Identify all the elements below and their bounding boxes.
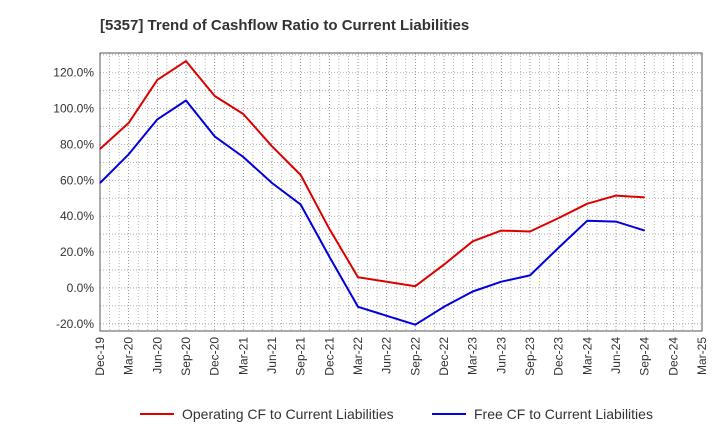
series-line-2 xyxy=(99,99,645,326)
y-tick-label: 0.0% xyxy=(67,281,95,295)
x-tick-label: Mar-20 xyxy=(122,337,136,375)
x-tick-label: Sep-24 xyxy=(638,337,652,376)
x-tick-label: Mar-22 xyxy=(351,337,365,375)
legend-label: Operating CF to Current Liabilities xyxy=(182,406,394,422)
y-tick-label: 80.0% xyxy=(60,137,94,151)
series-line-1 xyxy=(99,60,645,288)
x-tick-label: Jun-22 xyxy=(380,337,394,374)
x-tick-label: Sep-21 xyxy=(294,337,308,376)
legend: Operating CF to Current Liabilities Free … xyxy=(140,406,653,422)
x-tick-label: Jun-24 xyxy=(609,337,623,374)
x-tick-label: Dec-20 xyxy=(208,337,222,376)
y-tick-label: -20.0% xyxy=(56,317,94,331)
x-tick-label: Dec-22 xyxy=(437,337,451,376)
x-tick-label: Jun-23 xyxy=(494,337,508,374)
x-tick-label: Dec-23 xyxy=(552,337,566,376)
y-axis: -20.0% 0.0% 20.0% 40.0% 60.0% 80.0% 100.0% 120.… xyxy=(53,66,94,331)
series-lines xyxy=(99,60,645,326)
x-tick-label: Jun-20 xyxy=(150,337,164,374)
y-tick-label: 100.0% xyxy=(53,102,94,116)
x-tick-label: Sep-20 xyxy=(179,337,193,376)
x-tick-label: Mar-24 xyxy=(580,337,594,375)
grid-lines xyxy=(99,53,703,331)
plot-area xyxy=(99,52,703,332)
chart-title: [5357] Trend of Cashflow Ratio to Curren… xyxy=(100,17,469,34)
y-tick-label: 20.0% xyxy=(60,245,94,259)
y-tick-label: 40.0% xyxy=(60,209,94,223)
y-tick-label: 60.0% xyxy=(60,173,94,187)
x-axis: Dec-19 Mar-20 Jun-20 Sep-20 Dec-20 Mar-21 Jun-… xyxy=(93,337,709,376)
x-tick-label: Sep-22 xyxy=(408,337,422,376)
x-tick-label: Mar-23 xyxy=(466,337,480,375)
x-tick-label: Dec-24 xyxy=(666,337,680,376)
legend-label: Free CF to Current Liabilities xyxy=(474,406,653,422)
x-tick-label: Jun-21 xyxy=(265,337,279,374)
x-tick-label: Sep-23 xyxy=(523,337,537,376)
x-tick-label: Dec-21 xyxy=(322,337,336,376)
y-tick-label: 120.0% xyxy=(53,66,94,80)
x-tick-label: Dec-19 xyxy=(93,337,107,376)
x-tick-label: Mar-25 xyxy=(695,337,709,375)
x-tick-label: Mar-21 xyxy=(236,337,250,375)
